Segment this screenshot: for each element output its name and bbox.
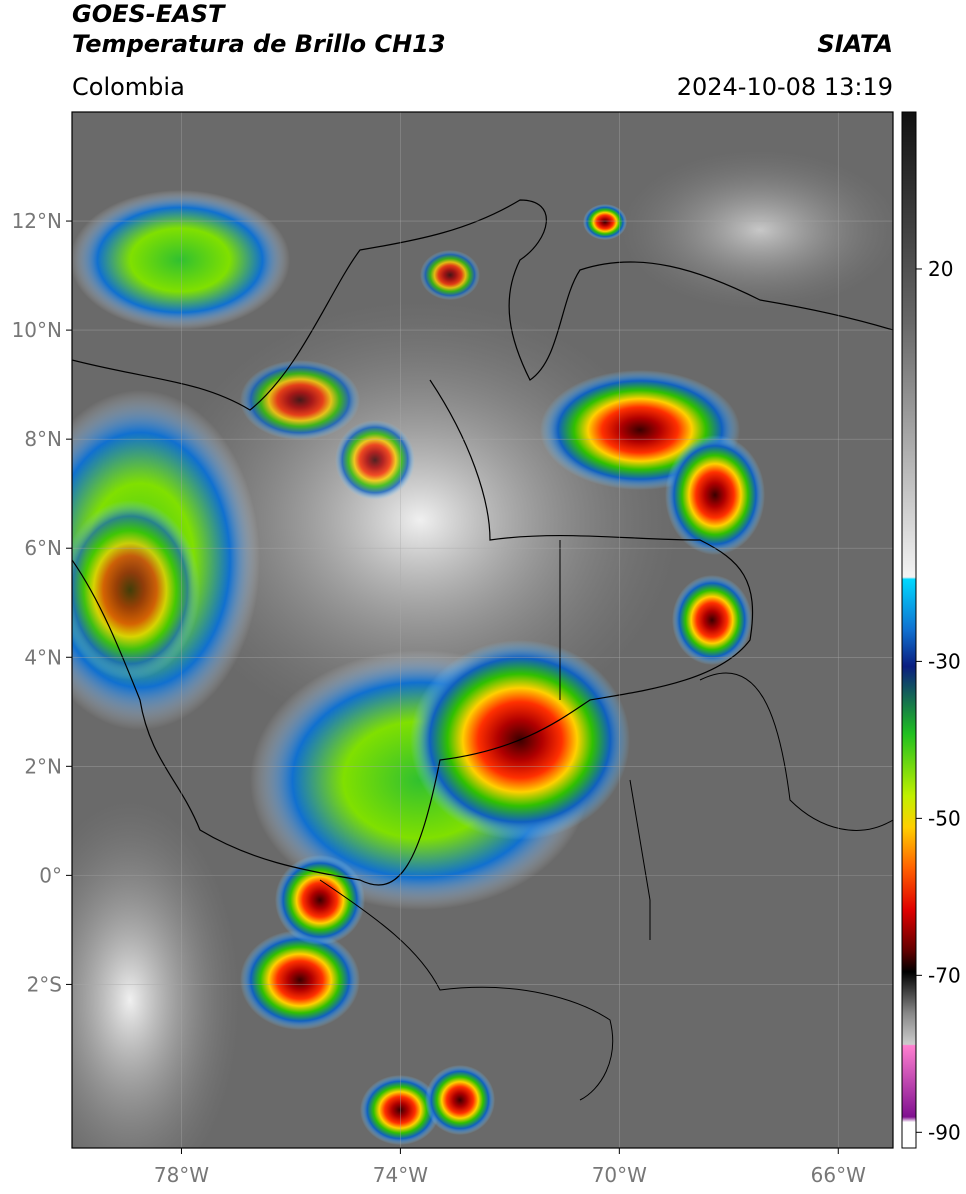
lat-tick-label: 4°N: [24, 645, 62, 669]
lat-tick-label: 8°N: [24, 427, 62, 451]
colorbar-tick-label: -90: [928, 1120, 961, 1144]
lat-tick-label: 2°S: [27, 972, 62, 996]
lat-tick-label: 12°N: [12, 209, 62, 233]
colorbar: [901, 111, 917, 1149]
colorbar-tick-label: -50: [928, 806, 961, 830]
colorbar-tick-label: 20: [928, 257, 953, 281]
lat-tick-label: 0°: [39, 863, 62, 887]
lon-tick-label: 66°W: [811, 1163, 866, 1187]
colorbar-tick-label: -30: [928, 649, 961, 673]
grid: [72, 112, 893, 1148]
title: GOES-EAST: [72, 0, 226, 28]
datetime: 2024-10-08 13:19: [677, 73, 893, 101]
lon-tick-label: 78°W: [154, 1163, 209, 1187]
subtitle: Temperatura de Brillo CH13: [72, 30, 446, 58]
lon-tick-label: 74°W: [373, 1163, 428, 1187]
source: SIATA: [817, 30, 893, 58]
lat-tick-label: 6°N: [24, 536, 62, 560]
lat-tick-label: 10°N: [12, 318, 62, 342]
region: Colombia: [72, 73, 185, 101]
lon-tick-label: 70°W: [592, 1163, 647, 1187]
colorbar-tick-label: -70: [928, 963, 961, 987]
satellite-image: [72, 112, 893, 1148]
lat-tick-label: 2°N: [24, 754, 62, 778]
map-frame: [71, 111, 894, 1149]
